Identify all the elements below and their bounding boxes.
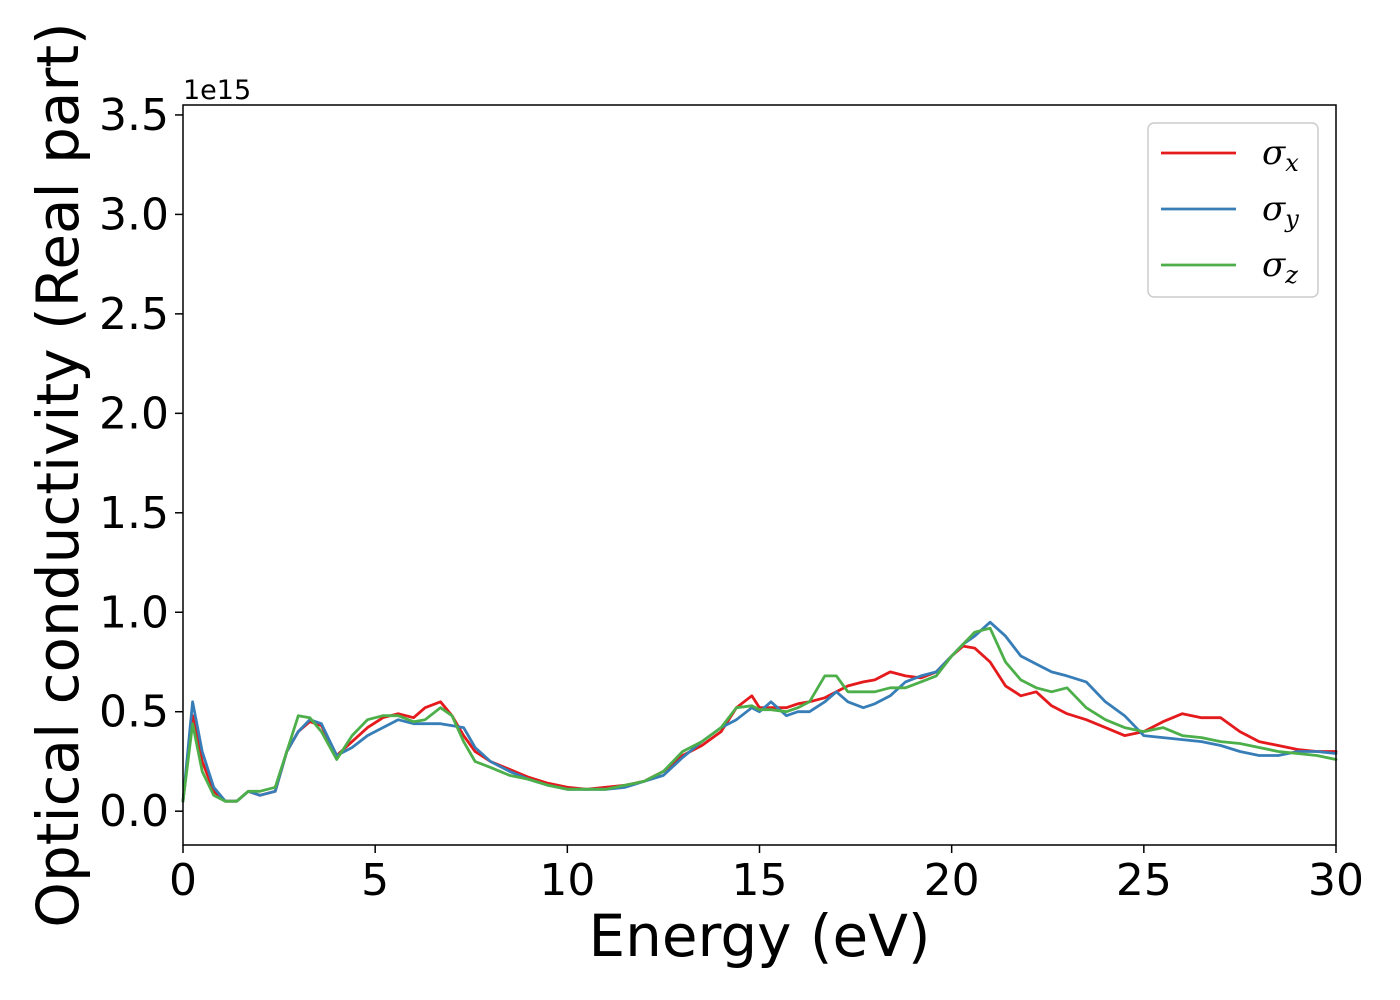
y-tick-label: 1.5 <box>99 488 169 539</box>
y-tick-label: 0.5 <box>99 687 169 738</box>
x-axis: 0 5 10 15 20 25 30 <box>169 845 1364 906</box>
series-layer <box>181 620 1338 803</box>
series-line-y <box>181 620 1338 803</box>
x-tick-label: 25 <box>1116 855 1172 906</box>
series-line-z <box>181 626 1338 803</box>
x-tick-label: 30 <box>1308 855 1364 906</box>
x-tick-label: 0 <box>169 855 197 906</box>
y-tick-label: 1.0 <box>99 587 169 638</box>
x-tick-label: 20 <box>924 855 980 906</box>
y-offset-label: 1e15 <box>183 75 251 106</box>
x-axis-title: Energy (eV) <box>588 902 930 970</box>
y-tick-label: 2.0 <box>99 388 169 439</box>
x-tick-label: 5 <box>361 855 389 906</box>
y-tick-label: 0.0 <box>99 786 169 837</box>
x-tick-label: 10 <box>539 855 595 906</box>
y-axis: 0.0 0.5 1.0 1.5 2.0 2.5 3.0 3.5 <box>99 90 183 837</box>
y-tick-label: 3.5 <box>99 90 169 141</box>
y-tick-label: 2.5 <box>99 289 169 340</box>
x-tick-label: 15 <box>732 855 788 906</box>
y-axis-title: Optical conductivity (Real part) <box>24 22 92 927</box>
y-tick-label: 3.0 <box>99 189 169 240</box>
